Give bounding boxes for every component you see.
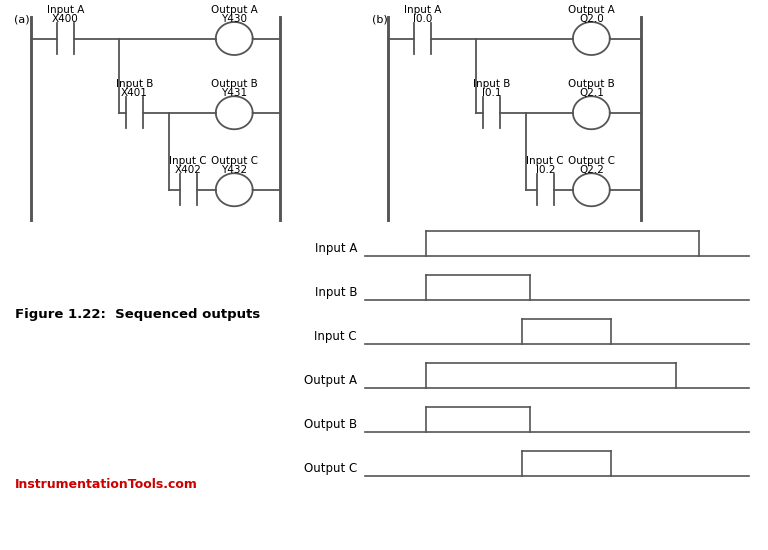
Text: Q2.2: Q2.2 <box>579 166 604 175</box>
Text: InstrumentationTools.com: InstrumentationTools.com <box>15 478 198 492</box>
Text: Y430: Y430 <box>221 14 247 24</box>
Text: Input C: Input C <box>527 156 564 166</box>
Text: I0.0: I0.0 <box>412 14 432 24</box>
Text: Input B: Input B <box>315 286 357 299</box>
Text: X400: X400 <box>52 14 78 24</box>
Text: (b): (b) <box>372 15 389 25</box>
Text: Output B: Output B <box>304 418 357 431</box>
Text: Output C: Output C <box>304 462 357 475</box>
Text: Output C: Output C <box>210 156 258 166</box>
Text: Output A: Output A <box>568 5 614 15</box>
Text: Input A: Input A <box>315 242 357 255</box>
Text: Y431: Y431 <box>221 89 247 98</box>
Text: X402: X402 <box>175 166 201 175</box>
Text: I0.2: I0.2 <box>535 166 555 175</box>
Text: I0.1: I0.1 <box>482 89 502 98</box>
Text: Output B: Output B <box>568 79 614 89</box>
Text: Output C: Output C <box>568 156 615 166</box>
Text: Input C: Input C <box>314 330 357 343</box>
Text: Input B: Input B <box>116 79 153 89</box>
Text: Input C: Input C <box>170 156 207 166</box>
Text: Q2.0: Q2.0 <box>579 14 604 24</box>
Text: Input A: Input A <box>404 5 441 15</box>
Text: Y432: Y432 <box>221 166 247 175</box>
Text: Output A: Output A <box>304 374 357 387</box>
Text: (a): (a) <box>14 15 29 25</box>
Text: Figure 1.22:  Sequenced outputs: Figure 1.22: Sequenced outputs <box>15 308 260 321</box>
Text: Input B: Input B <box>473 79 510 89</box>
Text: Output B: Output B <box>211 79 257 89</box>
Text: Output A: Output A <box>211 5 257 15</box>
Text: X401: X401 <box>121 89 147 98</box>
Text: Input A: Input A <box>47 5 84 15</box>
Text: Q2.1: Q2.1 <box>579 89 604 98</box>
